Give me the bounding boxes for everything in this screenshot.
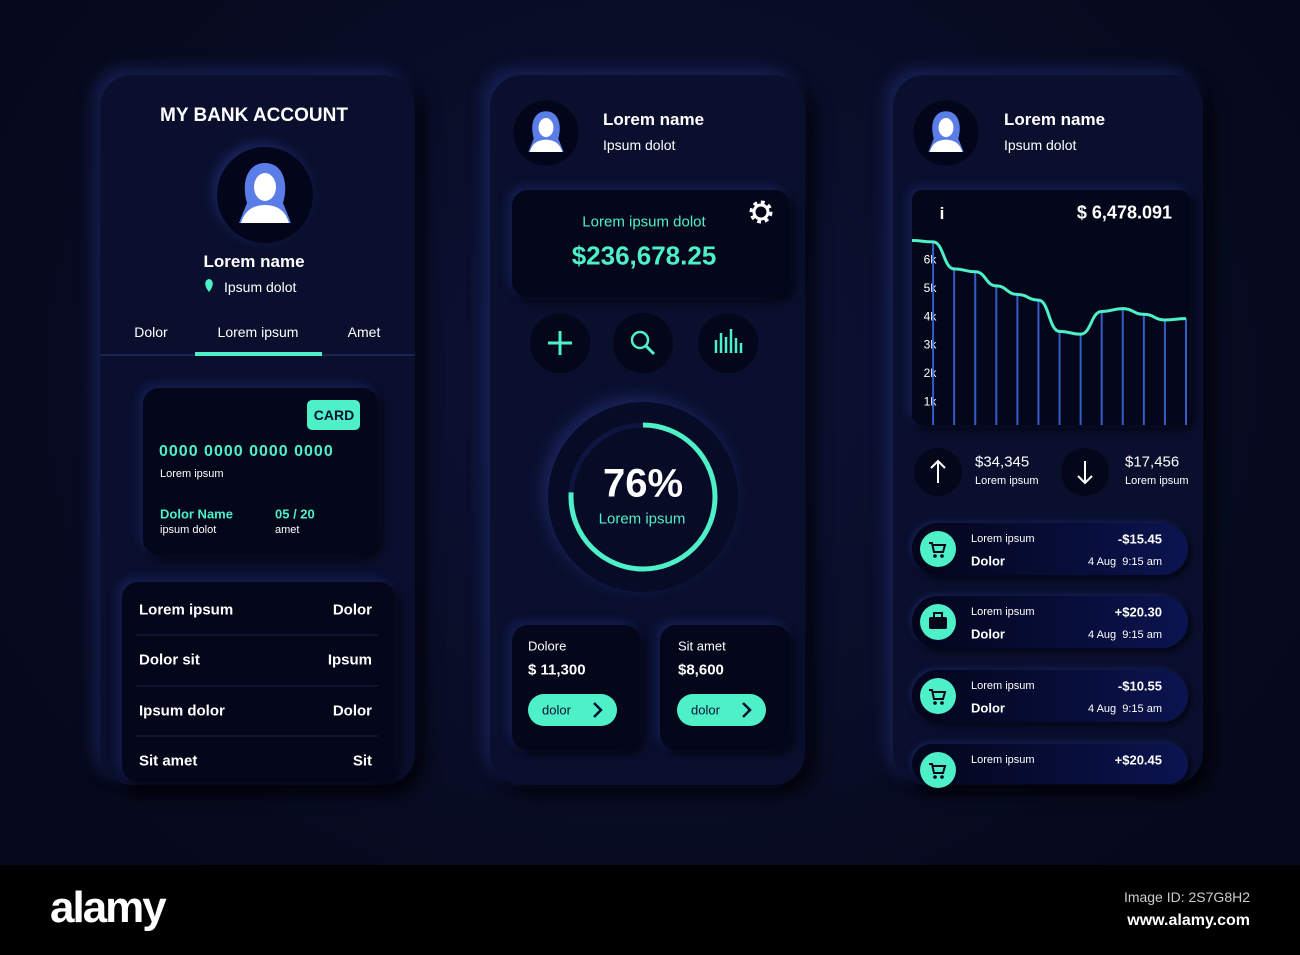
row-label: Sit amet xyxy=(139,752,198,770)
tile-panel xyxy=(660,625,790,750)
row-value: Dolor xyxy=(332,702,372,720)
y-tick-label: 2k xyxy=(924,366,938,380)
tab[interactable]: Amet xyxy=(347,324,381,340)
tile-title: Sit amet xyxy=(678,638,726,654)
transaction-title: Lorem ipsum xyxy=(971,533,1035,545)
card-expiry: 05 / 20 xyxy=(275,506,315,522)
transaction-amount: +$20.45 xyxy=(1114,752,1162,768)
transaction-category: Dolor xyxy=(971,626,1005,642)
row-label: Dolor sit xyxy=(139,651,200,669)
chevron xyxy=(742,702,752,718)
transaction-date: 4 Aug 9:15 am xyxy=(1088,556,1162,568)
image-id: Image ID: 2S7G8H2 xyxy=(1123,889,1250,905)
transaction-amount: -$15.45 xyxy=(1117,531,1162,547)
chevron xyxy=(593,702,603,718)
row-value: Sit xyxy=(352,752,372,770)
footer-band xyxy=(0,865,1300,955)
transaction-date: 4 Aug 9:15 am xyxy=(1088,629,1162,641)
transaction-row[interactable] xyxy=(912,523,1188,575)
stat-caption: Lorem ipsum xyxy=(975,475,1039,487)
tile-amount: $8,600 xyxy=(678,661,724,679)
stat-amount: $17,456 xyxy=(1125,453,1180,471)
tile-panel xyxy=(512,625,640,750)
transaction-category: Dolor xyxy=(971,700,1005,716)
card-badge xyxy=(307,400,360,430)
transaction-row[interactable] xyxy=(912,670,1188,722)
balance-amount: $236,678.25 xyxy=(571,240,717,271)
avatar xyxy=(513,100,579,166)
y-tick-label: 1k xyxy=(924,394,938,408)
transaction-amount: +$20.30 xyxy=(1114,604,1162,620)
transaction-row[interactable] xyxy=(912,744,1188,784)
balance-label: Lorem ipsum dolot xyxy=(582,213,706,231)
row-value: Ipsum xyxy=(327,651,372,669)
transaction-title: Lorem ipsum xyxy=(971,606,1035,618)
progress-arc xyxy=(568,422,718,572)
ring-background xyxy=(548,402,738,592)
profile-location: Ipsum dolot xyxy=(224,279,297,295)
screen-title: MY BANK ACCOUNT xyxy=(160,105,348,126)
stat-caption: Lorem ipsum xyxy=(1125,475,1189,487)
y-tick-label: 6k xyxy=(924,253,938,267)
profile-name: Lorem name xyxy=(603,110,705,129)
transaction-row[interactable] xyxy=(912,596,1188,648)
transaction-date: 4 Aug 9:15 am xyxy=(1088,703,1162,715)
row-value: Dolor xyxy=(332,601,372,619)
stat-icons xyxy=(914,448,1109,496)
site-url: www.alamy.com xyxy=(1127,912,1250,929)
y-tick-label: 4k xyxy=(924,309,938,323)
tile-amount: $ 11,300 xyxy=(528,661,586,679)
card-expiry-caption: amet xyxy=(275,524,300,536)
card-holder: Dolor Name xyxy=(160,506,233,522)
transaction-title: Lorem ipsum xyxy=(971,754,1035,766)
tab[interactable]: Dolor xyxy=(134,324,168,340)
row-label: Ipsum dolor xyxy=(139,702,225,720)
progress-label: 76% xyxy=(602,461,684,506)
action-buttons[interactable] xyxy=(530,313,758,373)
avatar xyxy=(913,100,979,166)
button-label: dolor xyxy=(691,702,720,718)
profile-name: Lorem name xyxy=(203,252,305,271)
settings-icon[interactable] xyxy=(749,200,773,224)
transaction-amount: -$10.55 xyxy=(1117,678,1162,694)
chart-total: $ 6,478.091 xyxy=(1076,202,1172,223)
transaction-title: Lorem ipsum xyxy=(971,680,1035,692)
row-label: Lorem ipsum xyxy=(139,601,234,619)
card-number: 0000 0000 0000 0000 xyxy=(159,443,334,460)
y-tick-label: 5k xyxy=(924,281,938,295)
tile-title: Dolore xyxy=(528,638,567,654)
progress-caption: Lorem ipsum xyxy=(598,510,686,528)
info-icon[interactable]: i xyxy=(939,204,945,223)
card-caption: Lorem ipsum xyxy=(160,468,224,480)
profile-name: Lorem name xyxy=(1004,110,1106,129)
watermark-logo: alamy xyxy=(50,883,167,932)
profile-subtitle: Ipsum dolot xyxy=(1004,137,1077,153)
tile-button[interactable]: dolor xyxy=(677,694,766,726)
card-badge-label: CARD xyxy=(313,407,355,423)
row-separators xyxy=(136,634,378,737)
balance-panel xyxy=(512,190,790,297)
location-icon xyxy=(205,279,213,292)
chart-line xyxy=(911,239,1187,336)
tile-button[interactable]: dolor xyxy=(528,694,617,726)
transaction-icons xyxy=(920,531,956,788)
button-label: dolor xyxy=(542,702,571,718)
avatar xyxy=(217,147,313,243)
list-panel xyxy=(122,582,395,782)
profile-subtitle: Ipsum dolot xyxy=(603,137,676,153)
transaction-category: Dolor xyxy=(971,553,1005,569)
tab[interactable]: Lorem ipsum xyxy=(217,324,299,340)
card-holder-caption: ipsum dolot xyxy=(160,524,217,536)
stat-amount: $34,345 xyxy=(975,453,1030,471)
y-tick-label: 3k xyxy=(924,338,938,352)
